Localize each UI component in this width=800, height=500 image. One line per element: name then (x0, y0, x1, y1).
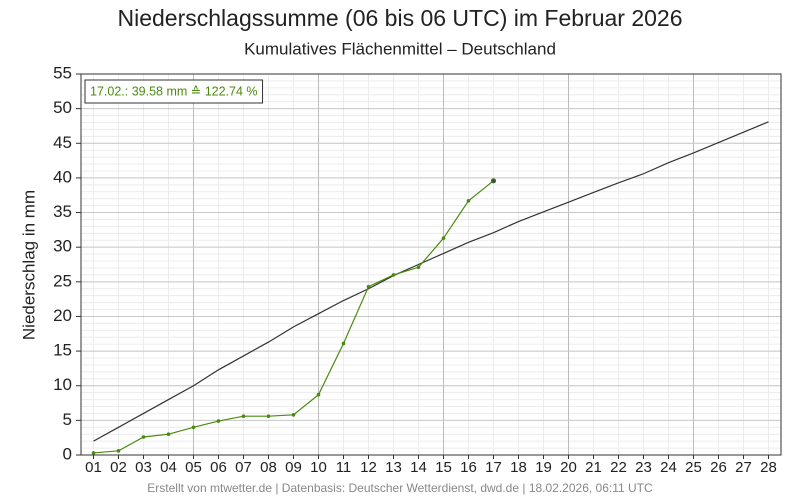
x-tick-label: 18 (510, 459, 527, 476)
series-line (93, 121, 769, 442)
annotation-box: 17.02.: 39.58 mm ≙ 122.74 % (84, 79, 264, 104)
data-point (141, 435, 146, 439)
data-point (116, 449, 121, 453)
x-tick-label: 03 (135, 459, 152, 476)
y-tick-label: 30 (53, 237, 72, 256)
x-tick-label: 28 (760, 459, 777, 476)
y-tick-label: 15 (53, 341, 72, 360)
data-point (416, 265, 421, 270)
chart-title: Niederschlagssumme (06 bis 06 UTC) im Fe… (118, 5, 683, 31)
data-point (341, 341, 346, 346)
x-tick-label: 19 (535, 459, 552, 476)
x-tick-label: 12 (360, 459, 377, 476)
x-tick-label: 21 (585, 459, 602, 476)
data-point (266, 414, 271, 419)
annotation: 17.02.: 39.58 mm ≙ 122.74 % (90, 84, 258, 98)
x-tick-label: 09 (285, 459, 302, 476)
x-tick-label: 26 (710, 459, 727, 476)
x-tick-label: 23 (635, 459, 652, 476)
x-tick-label: 11 (336, 459, 352, 476)
y-tick-label: 10 (53, 375, 72, 394)
data-point (166, 432, 171, 437)
data-point (316, 392, 321, 397)
data-point (216, 419, 221, 423)
x-tick-label: 20 (560, 459, 577, 476)
x-tick-label: 10 (310, 459, 327, 476)
data-point (241, 414, 246, 419)
x-tick-label: 14 (410, 459, 427, 476)
data-point (466, 198, 471, 203)
y-axis-label: Niederschlag in mm (19, 190, 38, 340)
y-tick-label: 5 (63, 410, 72, 429)
y-tick-label: 35 (53, 202, 72, 221)
data-point (291, 413, 296, 417)
chart-subtitle: Kumulatives Flächenmittel – Deutschland (244, 39, 556, 58)
plot-frame (80, 73, 782, 456)
x-tick-label: 01 (85, 459, 102, 476)
x-tick-label: 02 (110, 459, 127, 476)
data-point (491, 178, 496, 184)
y-tick-label: 40 (53, 167, 72, 186)
x-tick-label: 06 (210, 459, 227, 476)
data-point (366, 284, 371, 289)
x-tick-label: 27 (735, 459, 752, 476)
x-tick-label: 24 (660, 459, 677, 476)
y-tick-label: 25 (53, 271, 72, 290)
x-tick-label: 04 (160, 459, 177, 476)
x-tick-label: 08 (260, 459, 277, 476)
y-tick-label: 20 (53, 306, 72, 325)
y-tick-label: 45 (53, 133, 72, 152)
y-tick-label: 0 (63, 444, 72, 463)
data-point (191, 425, 196, 430)
x-tick-label: 17 (485, 459, 502, 476)
footer: Erstellt von mtwetter.de | Datenbasis: D… (147, 481, 653, 495)
x-tick-label: 05 (185, 459, 202, 476)
x-tick-label: 22 (610, 459, 627, 476)
x-tick-label: 25 (685, 459, 702, 476)
x-tick-label: 07 (235, 459, 252, 476)
x-tick-label: 15 (435, 459, 452, 476)
x-tick-label: 13 (385, 459, 402, 476)
y-tick-label: 50 (53, 98, 72, 117)
y-tick-label: 55 (53, 63, 72, 82)
data-point (91, 451, 96, 455)
annotation-frame (84, 79, 264, 104)
data-point (441, 236, 446, 240)
data-point (391, 273, 396, 277)
x-tick-label: 16 (460, 459, 477, 476)
